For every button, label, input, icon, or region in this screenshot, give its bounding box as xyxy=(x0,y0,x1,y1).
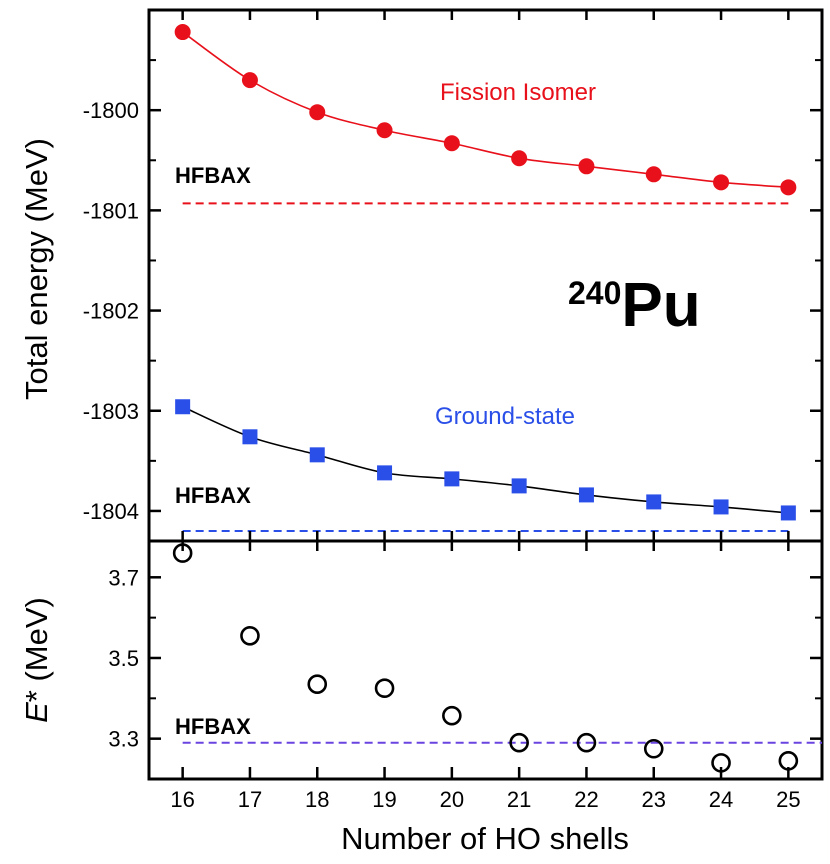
bottom-panel-frame xyxy=(147,539,824,781)
ground-state-point xyxy=(242,429,258,445)
top-y-tick-label: -1803 xyxy=(83,399,139,424)
bottom-y-tick-label: 3.5 xyxy=(108,646,139,671)
nucleus-mass: 240 xyxy=(568,275,621,311)
x-axis-title: Number of HO shells xyxy=(341,821,629,856)
bottom-y-axis-title-e: E xyxy=(19,702,54,723)
nucleus-symbol: Pu xyxy=(621,271,700,340)
x-tick-label: 24 xyxy=(709,787,733,812)
fission-isomer-point xyxy=(511,150,528,167)
top-y-tick-label: -1800 xyxy=(83,98,139,123)
ground-state-point xyxy=(175,399,191,415)
ground-state-point xyxy=(578,487,594,503)
hfbax-label-isomer: HFBAX xyxy=(175,163,251,188)
ground-state-point xyxy=(511,478,527,494)
top-y-tick-label: -1801 xyxy=(83,198,139,223)
fission-isomer-point xyxy=(645,166,662,183)
bottom-y-tick-label: 3.7 xyxy=(108,565,139,590)
top-y-tick-label: -1804 xyxy=(83,499,139,524)
x-tick-label: 19 xyxy=(372,787,396,812)
fission-isomer-point xyxy=(174,24,191,41)
fission-isomer-point xyxy=(443,135,460,152)
ground-state-point xyxy=(713,499,729,515)
x-tick-label: 16 xyxy=(170,787,194,812)
excitation-energy-point xyxy=(509,732,529,753)
ground-state-point xyxy=(309,447,325,463)
nucleus-label: 240Pu xyxy=(568,271,701,340)
excitation-energy-point xyxy=(240,625,260,646)
ground-state-curve xyxy=(182,406,789,514)
ground-state-point xyxy=(646,494,662,510)
excitation-energy-point xyxy=(643,738,664,759)
ground-state-point xyxy=(444,471,460,487)
excitation-energy-point xyxy=(307,674,328,695)
top-y-axis-title: Total energy (MeV) xyxy=(19,138,54,400)
ground-state-label: Ground-state xyxy=(435,403,575,430)
bottom-y-axis-title: E* (MeV) xyxy=(19,597,54,723)
fission-isomer-curve xyxy=(182,31,789,189)
ground-state-point xyxy=(377,465,393,481)
fission-isomer-point xyxy=(309,104,326,121)
fission-isomer-point xyxy=(376,122,393,139)
bottom-y-axis-title-rest: * (MeV) xyxy=(19,597,54,702)
x-tick-label: 18 xyxy=(305,787,329,812)
x-tick-label: 17 xyxy=(238,787,262,812)
x-tick-label: 22 xyxy=(574,787,598,812)
hfbax-label-ground: HFBAX xyxy=(175,483,251,508)
top-y-tick-label: -1802 xyxy=(83,299,139,324)
bottom-y-tick-label: 3.3 xyxy=(108,727,139,752)
x-tick-label: 21 xyxy=(507,787,531,812)
fission-isomer-point xyxy=(578,158,595,175)
x-tick-label: 25 xyxy=(776,787,800,812)
excitation-energy-point xyxy=(442,705,462,726)
fission-isomer-label: Fission Isomer xyxy=(440,79,596,106)
hfbax-label-bottom: HFBAX xyxy=(175,714,251,739)
ground-state-point xyxy=(780,505,796,521)
fission-isomer-point xyxy=(713,174,730,191)
excitation-energy-point xyxy=(374,678,395,699)
fission-isomer-point xyxy=(780,179,797,196)
excitation-energy-point xyxy=(778,751,799,771)
x-tick-label: 23 xyxy=(642,787,666,812)
x-tick-label: 20 xyxy=(440,787,464,812)
fission-isomer-point xyxy=(241,72,258,89)
excitation-energy-point xyxy=(576,732,597,753)
